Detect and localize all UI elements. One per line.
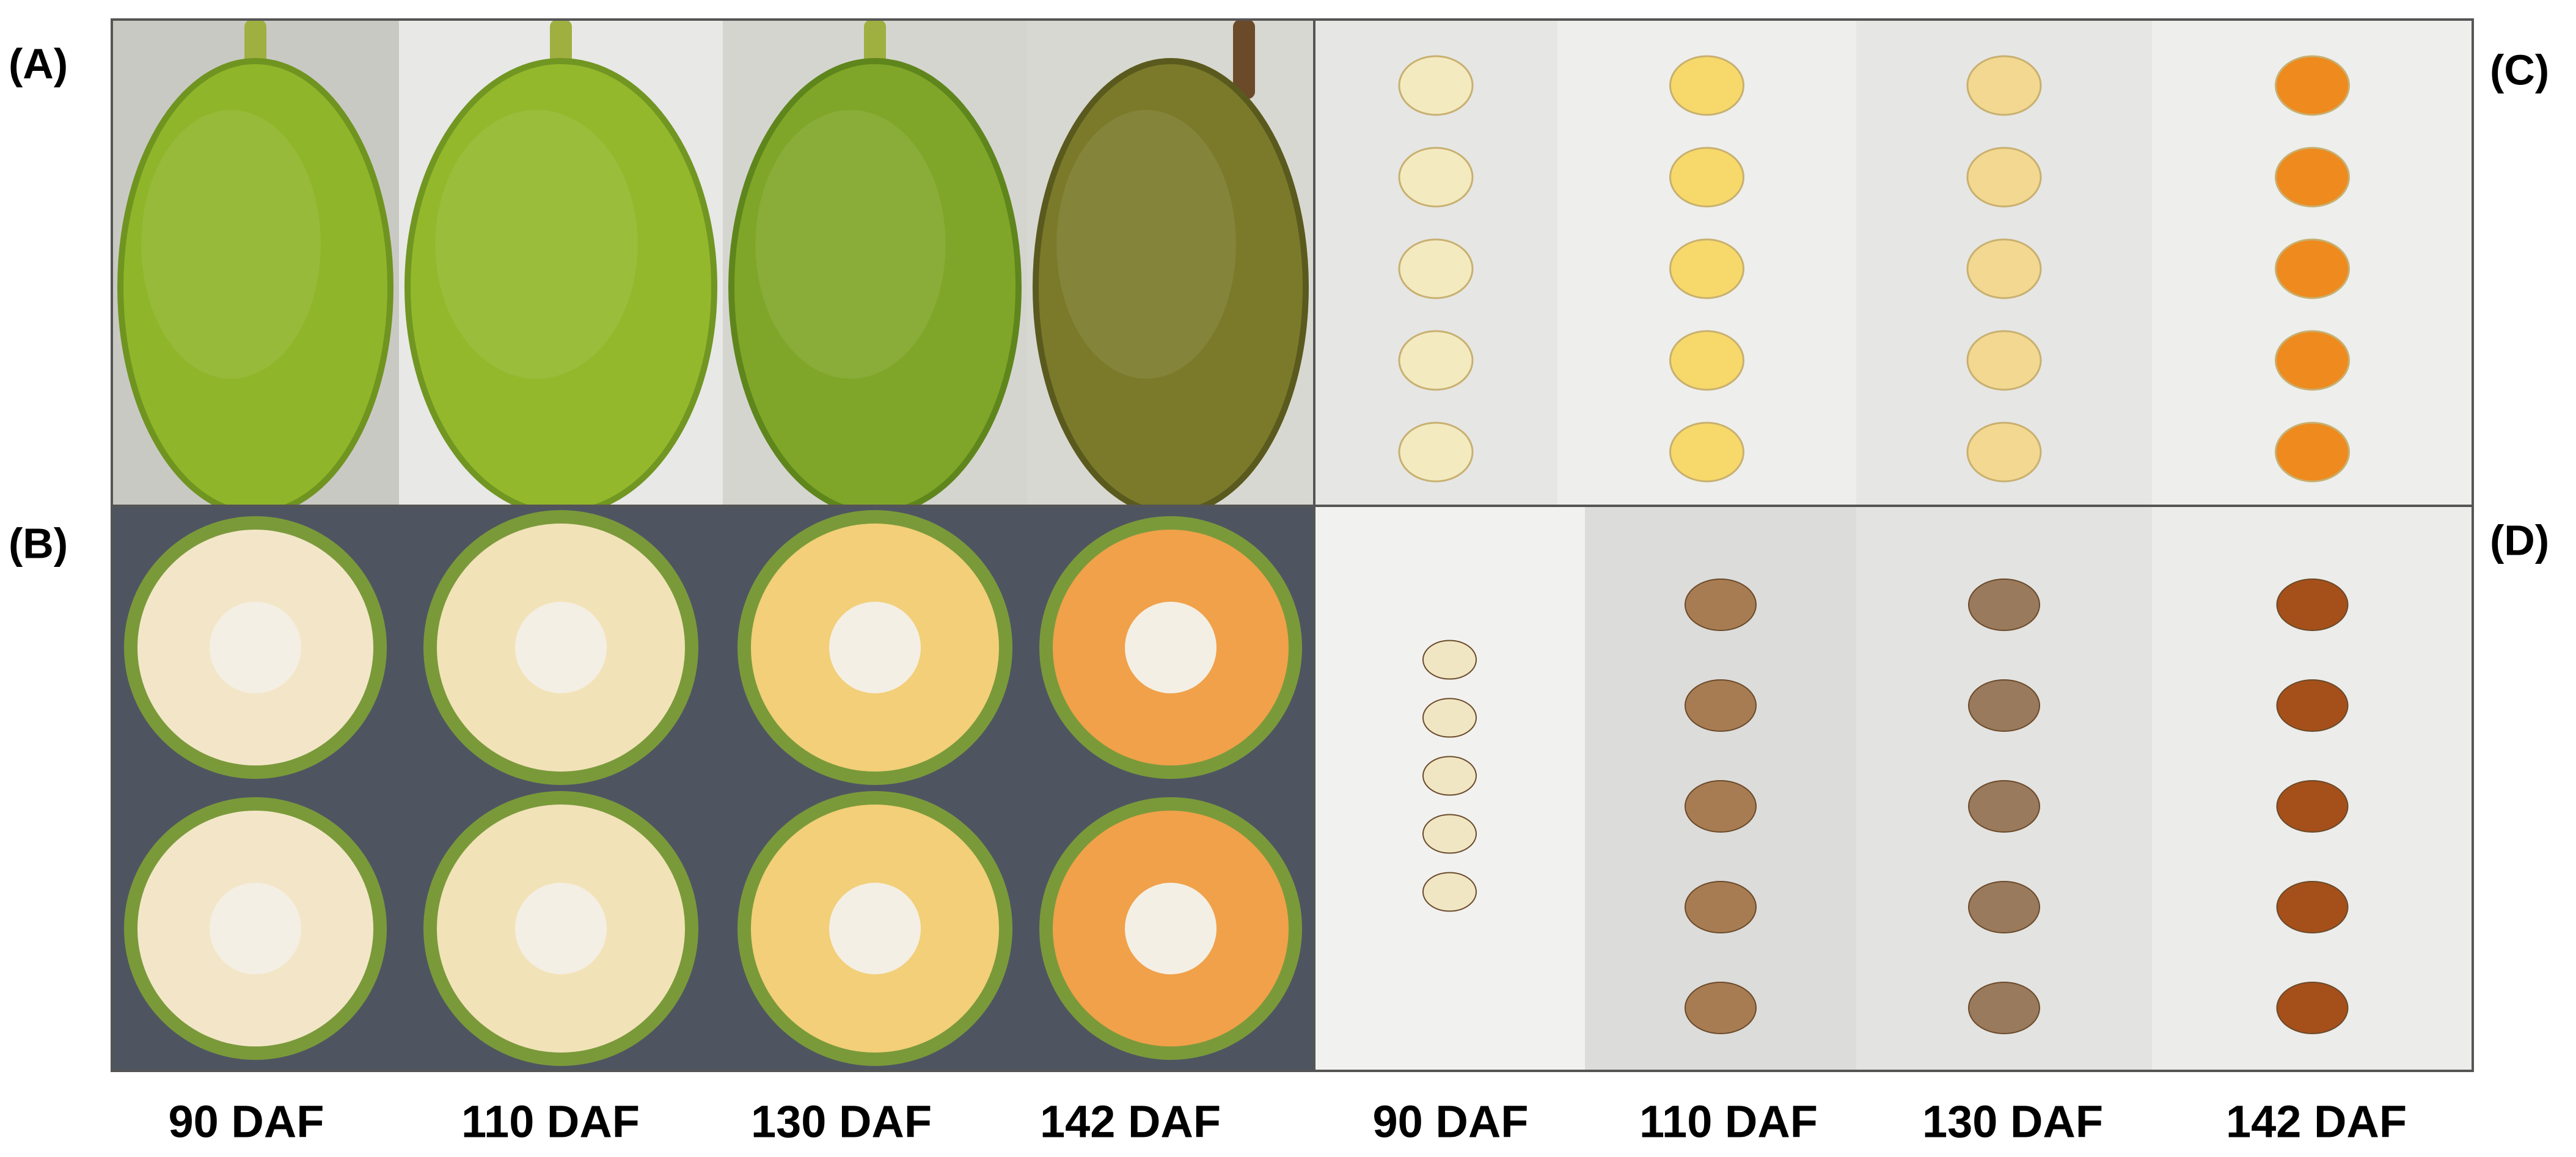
photo-border	[1313, 505, 2474, 1072]
seed	[2276, 679, 2349, 732]
seed	[1968, 578, 2040, 631]
fruit-bulb	[1669, 330, 1744, 391]
panel-label: (A)	[9, 40, 68, 87]
fruit-section-core	[210, 883, 301, 974]
panel-label: (D)	[2490, 516, 2549, 564]
seed	[1685, 780, 1757, 833]
seed	[2276, 881, 2349, 933]
fruit-bulb	[1398, 422, 1474, 483]
stage-label: 90 DAF	[169, 1097, 324, 1147]
seed	[1968, 982, 2040, 1034]
fruit-bulb	[1966, 55, 2042, 116]
jackfruit-highlight	[1056, 110, 1236, 379]
seed	[1968, 881, 2040, 933]
panel-label: (B)	[9, 519, 68, 567]
fruit-section-core	[515, 602, 607, 693]
fruit-section-core	[210, 602, 301, 693]
seed	[1422, 814, 1477, 854]
fruit-bulb	[1398, 55, 1474, 116]
stem	[1233, 20, 1255, 99]
fruit-bulb	[1669, 147, 1744, 208]
stage-label: 130 DAF	[1922, 1097, 2103, 1147]
fruit-section-core	[829, 602, 921, 693]
fruit-bulb	[1398, 330, 1474, 391]
fruit-bulb	[2275, 422, 2350, 483]
fruit-bulb	[2275, 238, 2350, 299]
seed	[1685, 881, 1757, 933]
seed	[1685, 679, 1757, 732]
fruit-section-core	[1125, 602, 1217, 693]
fruit-bulb	[1966, 422, 2042, 483]
stage-label: 142 DAF	[1040, 1097, 1221, 1147]
fruit-section-core	[1125, 883, 1217, 974]
fruit-bulb	[1398, 238, 1474, 299]
panel-label: (C)	[2490, 46, 2549, 93]
fruit-section-core	[515, 883, 607, 974]
fruit-bulb	[2275, 147, 2350, 208]
stage-label: 110 DAF	[1639, 1097, 1818, 1147]
stage-label: 130 DAF	[751, 1097, 932, 1147]
seed	[1685, 982, 1757, 1034]
fruit-bulb	[1966, 147, 2042, 208]
seed	[2276, 780, 2349, 833]
seed	[1422, 872, 1477, 912]
fruit-bulb	[1966, 330, 2042, 391]
seed	[1422, 698, 1477, 738]
fruit-bulb	[2275, 55, 2350, 116]
seed	[1685, 578, 1757, 631]
fruit-bulb	[1669, 238, 1744, 299]
jackfruit-highlight	[755, 110, 946, 379]
jackfruit-highlight	[141, 110, 321, 379]
jackfruit-highlight	[435, 110, 638, 379]
fruit-bulb	[1669, 422, 1744, 483]
stage-label: 90 DAF	[1373, 1097, 1529, 1147]
seed	[1422, 640, 1477, 680]
fruit-bulb	[1669, 55, 1744, 116]
seed	[2276, 578, 2349, 631]
seed	[2276, 982, 2349, 1034]
seed	[1968, 780, 2040, 833]
fruit-bulb	[2275, 330, 2350, 391]
seed	[1422, 756, 1477, 796]
stage-label: 142 DAF	[2226, 1097, 2407, 1147]
fruit-bulb	[1398, 147, 1474, 208]
seed	[1968, 679, 2040, 732]
stage-label: 110 DAF	[461, 1097, 640, 1147]
fruit-bulb	[1966, 238, 2042, 299]
fruit-section-core	[829, 883, 921, 974]
